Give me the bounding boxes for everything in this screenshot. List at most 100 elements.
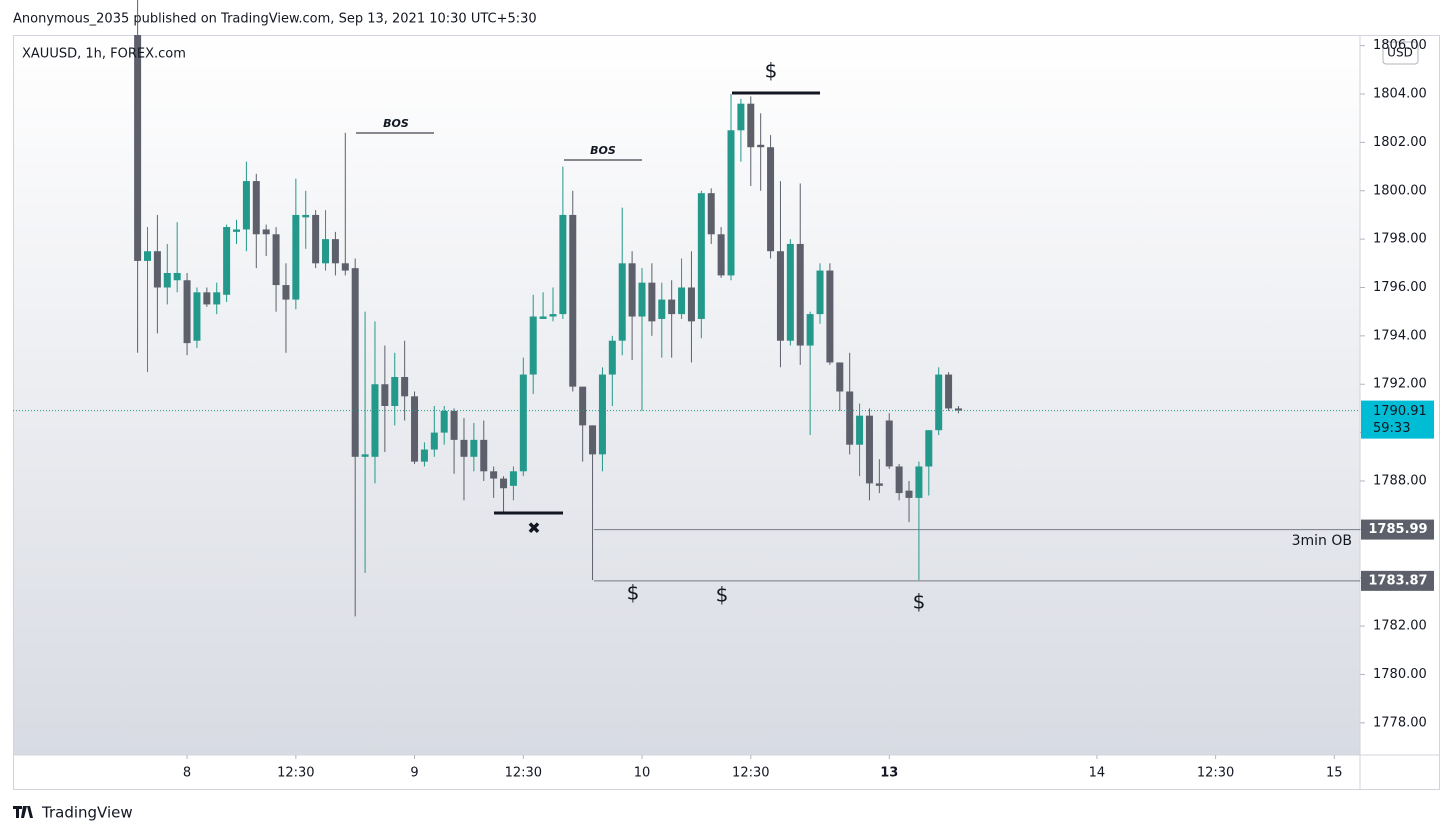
- candle-body: [549, 314, 557, 317]
- y-tick-label: 1796.00: [1373, 280, 1427, 295]
- candle-body: [470, 439, 478, 457]
- candle-body: [361, 454, 369, 457]
- currency: USD: [1387, 46, 1413, 60]
- y-tick-label: 1802.00: [1373, 135, 1427, 150]
- y-tick-label: 1778.00: [1373, 715, 1427, 730]
- candle-body: [529, 316, 537, 375]
- candle-body: [242, 181, 250, 230]
- last-price-label: 1790.91: [1373, 404, 1427, 419]
- candle-body: [925, 430, 933, 467]
- candle-body: [796, 243, 804, 346]
- candle-body: [747, 103, 755, 148]
- candle-body: [846, 391, 854, 445]
- annotation: $: [913, 590, 926, 614]
- y-tick-label: 1804.00: [1373, 87, 1427, 102]
- candle-body: [341, 263, 349, 271]
- currency-box: [1382, 41, 1419, 65]
- candle-body: [134, 35, 142, 261]
- candle-body: [282, 285, 290, 300]
- level-label-bg: [1361, 570, 1434, 591]
- candle-body: [381, 384, 389, 407]
- candle-body: [193, 292, 201, 341]
- candle-body: [559, 214, 567, 315]
- x-tick-label: 12:30: [1197, 766, 1234, 781]
- candle-body: [252, 181, 260, 235]
- y-tick-label: 1800.00: [1373, 183, 1427, 198]
- candle-body: [351, 268, 359, 457]
- candle-body: [322, 239, 330, 264]
- candle-body: [213, 292, 221, 305]
- candle-body: [519, 374, 527, 472]
- candle-body: [648, 282, 656, 322]
- candle-body: [223, 227, 231, 295]
- candle-body: [678, 287, 686, 315]
- candle-body: [628, 263, 636, 317]
- candle-body: [935, 374, 943, 431]
- candle-body: [371, 384, 379, 457]
- candle-body: [539, 316, 547, 319]
- candle-body: [668, 299, 676, 315]
- candle-body: [945, 374, 953, 409]
- x-tick-label: 15: [1326, 766, 1343, 781]
- candle-body: [776, 251, 784, 341]
- candle-body: [757, 144, 765, 148]
- candle-body: [144, 251, 152, 261]
- last-price-bg: [1361, 400, 1434, 439]
- candle-body: [183, 280, 191, 344]
- header: Anonymous_2035 published on TradingView.…: [13, 12, 537, 27]
- candle-body: [618, 263, 626, 341]
- candle-body: [292, 214, 300, 300]
- candle-body: [598, 374, 606, 455]
- candle-body: [203, 292, 211, 305]
- candle-body: [569, 214, 577, 387]
- chart-title: XAUUSD, 1h, FOREX.com: [22, 47, 186, 62]
- candle-body: [490, 471, 498, 479]
- annotation: ✖: [527, 519, 540, 538]
- time-axis-bg: [13, 755, 1360, 790]
- candle-body: [885, 420, 893, 467]
- frame: [13, 35, 1440, 790]
- annotation: $: [627, 581, 640, 605]
- candle-body: [905, 490, 913, 498]
- countdown: 59:33: [1373, 421, 1410, 436]
- candle-body: [500, 478, 508, 489]
- plot-bg: [13, 35, 1360, 755]
- candle-body: [727, 130, 735, 276]
- candle-body: [687, 287, 695, 322]
- candle-body: [826, 270, 834, 363]
- footer: TradingView: [41, 804, 133, 822]
- x-tick-label: 14: [1089, 766, 1106, 781]
- x-tick-label: 12:30: [277, 766, 314, 781]
- candle-body: [460, 439, 468, 457]
- candle-body: [915, 466, 923, 498]
- candle-body: [806, 314, 814, 346]
- candle-body: [737, 103, 745, 131]
- candle-body: [401, 376, 409, 397]
- y-tick-label: 1806.00: [1373, 38, 1427, 53]
- candle-body: [608, 340, 616, 375]
- annotation: $: [716, 583, 729, 607]
- candle-body: [836, 362, 844, 392]
- y-tick-label: 1780.00: [1373, 667, 1427, 682]
- annotation: 3min OB: [1292, 533, 1352, 549]
- candle-body: [272, 234, 280, 286]
- candle-body: [312, 214, 320, 264]
- candle-body: [638, 282, 646, 317]
- candle-body: [391, 376, 399, 407]
- x-tick-label: 10: [634, 766, 651, 781]
- y-tick-label: 1794.00: [1373, 328, 1427, 343]
- candle-body: [430, 432, 438, 450]
- candle-body: [331, 239, 339, 264]
- candle-body: [153, 251, 161, 288]
- candle-body: [697, 193, 705, 319]
- candle-body: [954, 408, 962, 411]
- x-tick-label: 13: [880, 766, 898, 781]
- y-tick-label: 1782.00: [1373, 619, 1427, 634]
- candle-body: [707, 193, 715, 235]
- candle-body: [480, 439, 488, 472]
- candle-body: [767, 147, 775, 252]
- y-tick-label: 1788.00: [1373, 473, 1427, 488]
- candle-body: [450, 410, 458, 440]
